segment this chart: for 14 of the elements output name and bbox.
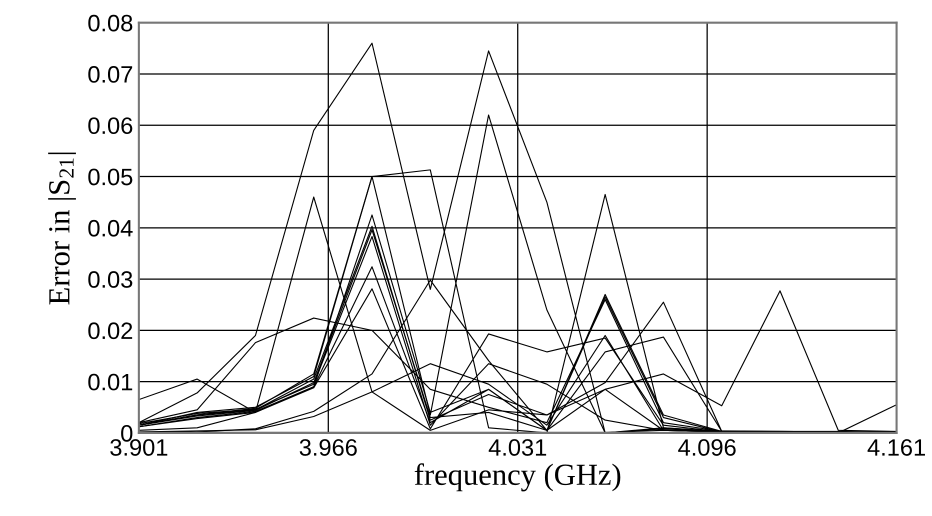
y-tick-label: 0.01 — [88, 374, 132, 390]
y-tick-label: 0.02 — [88, 322, 132, 340]
x-tick-label: 3.966 — [300, 439, 357, 456]
y-tick-label: 0.05 — [88, 168, 132, 186]
y-axis-title: Error in |S$_{21}$| — [48, 152, 76, 305]
x-tick-label: 4.096 — [678, 439, 736, 456]
x-tick-label: 4.161 — [868, 439, 925, 456]
y-tick-label: 0.07 — [88, 66, 132, 83]
y-tick-label: 0.06 — [88, 117, 132, 134]
y-tick-label: 0.08 — [88, 14, 132, 32]
y-tick-label: 0.03 — [88, 271, 132, 288]
y-tick-label: 0.04 — [88, 220, 133, 237]
x-tick-label: 4.031 — [488, 439, 546, 456]
x-axis-title: frequency (GHz) — [414, 463, 620, 492]
